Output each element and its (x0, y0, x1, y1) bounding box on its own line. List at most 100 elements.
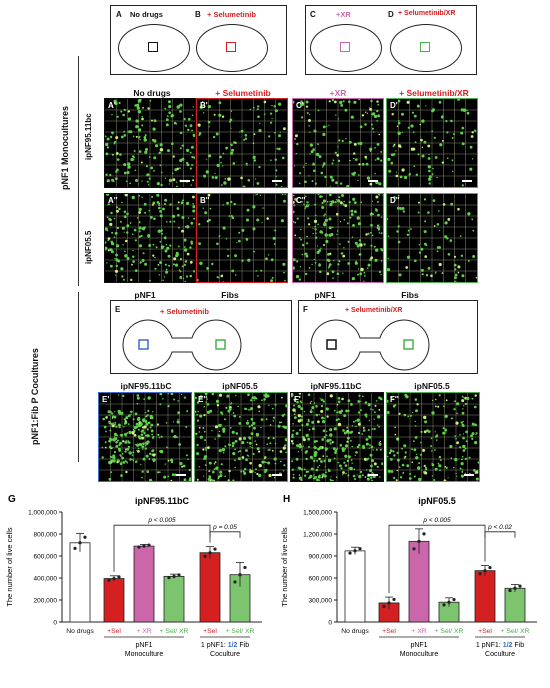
cell-dot (463, 405, 465, 407)
cell-dot (331, 99, 335, 102)
cell-dot (271, 104, 273, 107)
cell-dot (188, 468, 191, 472)
cell-dot (141, 476, 143, 479)
cell-dot (365, 158, 367, 160)
cell-dot (466, 397, 470, 400)
group-label: 1 pNF1: 1/2 Fib (476, 642, 524, 649)
cell-dot (438, 246, 441, 249)
cell-dot (278, 134, 281, 138)
cell-dot (153, 217, 156, 221)
cell-dot (134, 269, 138, 272)
cell-dot (356, 445, 360, 449)
cell-dot (355, 158, 358, 161)
cell-dot (305, 105, 309, 108)
cell-dot (462, 444, 466, 449)
cell-dot (375, 448, 378, 451)
cell-dot (170, 458, 174, 462)
cell-dot (156, 423, 159, 426)
cell-dot (322, 420, 326, 424)
cell-dot (123, 426, 125, 428)
cell-dot (245, 238, 249, 241)
cell-dot (295, 432, 299, 435)
cell-dot (118, 207, 121, 211)
cell-dot (259, 122, 261, 124)
cell-dot (359, 409, 362, 412)
cell-dot (362, 426, 365, 429)
cell-dot (370, 408, 372, 410)
cell-dot (208, 461, 212, 465)
cell-dot (392, 153, 396, 156)
cell-dot (136, 396, 140, 400)
cell-dot (470, 434, 473, 438)
cell-dot (292, 423, 294, 425)
cell-dot (309, 402, 312, 404)
p-value-label: p < 0.02 (487, 524, 512, 531)
cell-dot (151, 203, 154, 206)
cell-dot (454, 435, 456, 437)
cell-dot (435, 398, 437, 401)
cell-dot (302, 438, 306, 442)
cell-dot (308, 445, 310, 448)
cell-dot (434, 431, 436, 433)
cell-dot (414, 259, 417, 263)
cell-dot (114, 437, 118, 440)
cell-dot (364, 155, 367, 159)
cell-dot (123, 130, 125, 133)
cell-dot (315, 413, 319, 417)
cell-dot (348, 201, 351, 204)
data-point (142, 544, 146, 548)
cell-dot (404, 393, 408, 397)
row-label-ipnf9511bc: ipNF95.11bc (84, 113, 93, 160)
cell-dot (312, 163, 315, 166)
cell-dot (460, 254, 464, 257)
cell-dot (387, 469, 391, 473)
cell-dot (166, 246, 170, 250)
cell-dot (146, 440, 150, 444)
cell-dot (378, 396, 381, 400)
cell-dot (407, 415, 410, 418)
cell-dot (167, 254, 171, 258)
cell-dot (387, 399, 389, 403)
cell-dot (396, 125, 399, 127)
cell-dot (284, 438, 287, 442)
cell-dot (109, 222, 113, 226)
cell-dot (307, 393, 311, 397)
cell-dot (411, 111, 414, 114)
cell-dot (138, 226, 142, 230)
cell-dot (359, 272, 363, 276)
cell-dot (331, 178, 335, 182)
cell-dot (295, 152, 298, 155)
cell-dot (321, 476, 324, 479)
cell-dot (359, 470, 363, 474)
cell-dot (133, 426, 137, 430)
cell-dot (147, 107, 150, 110)
cell-dot (291, 440, 294, 443)
cell-dot (310, 400, 313, 403)
panel-letter: G (8, 494, 16, 505)
cell-dot (109, 173, 112, 177)
cell-dot (159, 148, 164, 152)
cell-dot (255, 443, 258, 446)
cell-dot (360, 400, 362, 402)
cell-dot (123, 215, 127, 219)
cell-dot (461, 274, 465, 278)
cell-dot (132, 451, 135, 454)
cell-dot (468, 456, 471, 459)
cell-dot (232, 412, 235, 414)
cell-dot (417, 211, 420, 214)
cell-dot (333, 457, 336, 460)
cell-dot (283, 199, 286, 203)
cell-dot (407, 126, 410, 129)
cell-dot (315, 476, 318, 478)
cell-dot (371, 459, 374, 463)
cell-dot (208, 154, 212, 158)
cell-dot (177, 214, 180, 217)
cell-dot (391, 113, 394, 116)
cell-dot (152, 254, 155, 257)
cell-dot (359, 243, 363, 247)
cell-dot (261, 221, 263, 223)
cell-dot (144, 211, 147, 214)
cell-dot (451, 417, 453, 420)
data-point (107, 578, 111, 582)
